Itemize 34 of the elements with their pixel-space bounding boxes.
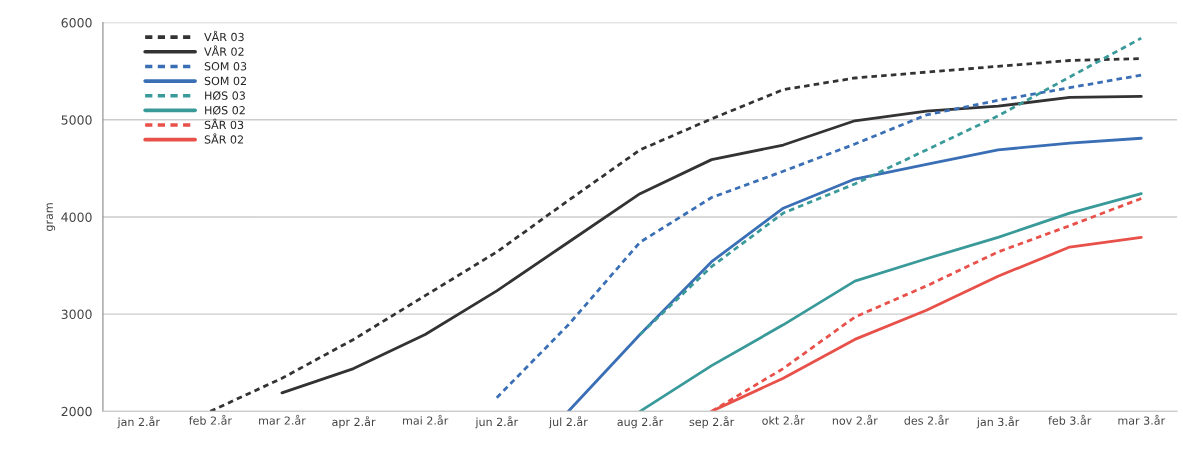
y-tick-label: 2000 <box>61 406 92 417</box>
y-tick-label: 6000 <box>61 18 92 28</box>
x-tick-label: mar 2.år <box>259 414 306 425</box>
x-tick-label: sep 2.år <box>689 416 735 429</box>
x-tick-label: apr 2.år <box>332 416 376 429</box>
y-tick-label: 4000 <box>61 212 92 222</box>
line-series <box>495 73 1143 400</box>
x-tick-label: jun 2.år <box>475 416 519 429</box>
x-tick-label: feb 3.år <box>1048 414 1092 425</box>
legend-label: SÅR 02 <box>204 133 243 144</box>
y-tick-label: 5000 <box>61 115 92 125</box>
line-series <box>638 192 1143 412</box>
x-tick-label: nov 2.år <box>832 414 878 425</box>
x-tick-label: mar 3.år <box>1118 414 1166 425</box>
x-tick-label: des 2.år <box>904 414 950 425</box>
y-tick-label: 3000 <box>61 309 92 320</box>
line-series <box>280 95 1143 395</box>
x-tick-label: jul 2.år <box>548 416 588 429</box>
legend-label: SOM 02 <box>204 76 246 86</box>
line-series <box>638 36 1143 336</box>
x-tick-label: okt 2.år <box>762 414 805 425</box>
legend-label: VÅR 03 <box>204 30 244 42</box>
line-series <box>567 136 1143 412</box>
x-tick-label: mai 2.år <box>403 414 449 425</box>
legend-label: VÅR 02 <box>204 45 244 56</box>
legend-label: HØS 02 <box>205 105 245 115</box>
x-tick-label: aug 2.år <box>617 416 664 429</box>
legend-label: SÅR 03 <box>204 118 244 130</box>
x-tick-label: jan 3.år <box>976 416 1020 429</box>
legend-label: SOM 03 <box>204 62 247 71</box>
y-axis-title: gram <box>46 203 56 231</box>
x-tick-label: feb 2.år <box>188 414 232 425</box>
x-tick-label: jan 2.år <box>117 416 160 429</box>
legend-label: HØS 03 <box>205 91 245 100</box>
